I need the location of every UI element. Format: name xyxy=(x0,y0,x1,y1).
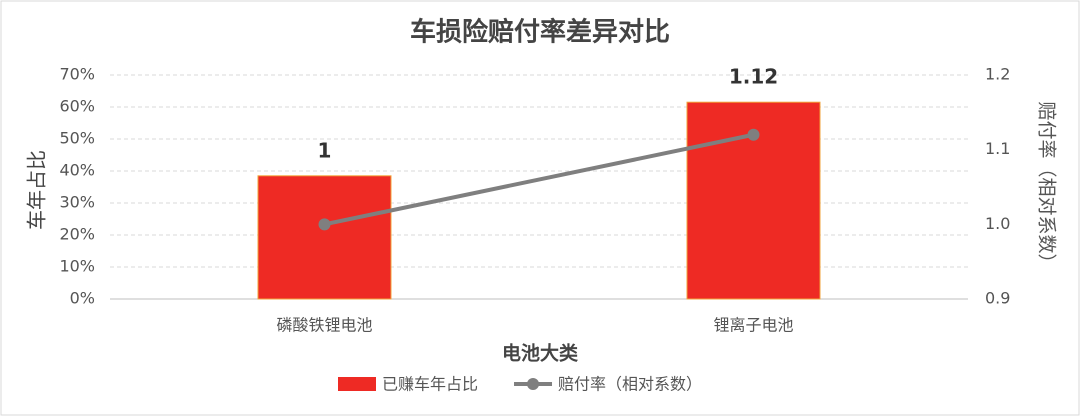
legend-swatch xyxy=(527,378,540,390)
x-tick-label: 锂离子电池 xyxy=(713,316,793,335)
y2-tick-label: 1.2 xyxy=(985,65,1010,84)
y-tick-label: 70% xyxy=(59,65,95,84)
legend-swatch xyxy=(338,377,376,391)
y-tick-label: 30% xyxy=(59,193,95,212)
x-tick-label: 磷酸铁锂电池 xyxy=(276,316,372,335)
line-marker xyxy=(318,218,331,231)
y-tick-label: 40% xyxy=(59,161,95,180)
y2-tick-label: 0.9 xyxy=(985,289,1010,308)
legend-label: 赔付率（相对系数） xyxy=(558,375,702,394)
line xyxy=(324,132,754,227)
y-tick-label: 50% xyxy=(59,129,95,148)
line-marker xyxy=(747,128,760,141)
data-label: 1.12 xyxy=(729,65,778,89)
legend-label: 已赚车年占比 xyxy=(382,375,478,394)
y-tick-label: 0% xyxy=(70,289,95,308)
y-axis-label: 车年占比 xyxy=(25,150,49,230)
chart-title: 车损险赔付率差异对比 xyxy=(410,17,670,48)
y2-tick-label: 1.0 xyxy=(985,214,1010,233)
bar xyxy=(257,175,392,300)
y2-tick-label: 1.1 xyxy=(985,139,1010,158)
data-label: 1 xyxy=(318,138,332,162)
x-axis-label: 电池大类 xyxy=(502,342,578,365)
y-tick-label: 20% xyxy=(59,225,95,244)
y2-axis-label: 赔付率（相对系数） xyxy=(1036,101,1058,272)
y-tick-label: 60% xyxy=(59,97,95,116)
y-tick-label: 10% xyxy=(59,257,95,276)
